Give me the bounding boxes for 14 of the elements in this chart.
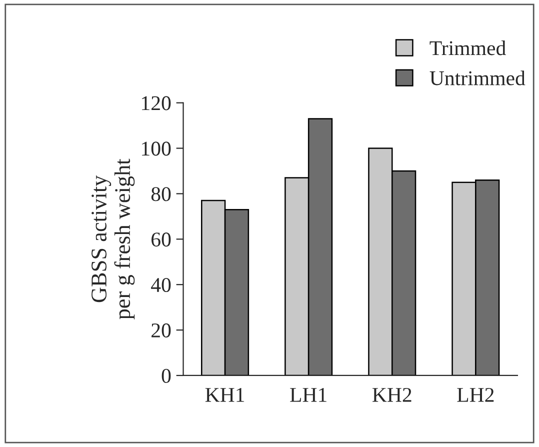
x-tick-label: KH1 xyxy=(205,388,244,402)
y-tick-label: 0 xyxy=(162,368,171,383)
x-tick-label: LH1 xyxy=(290,388,326,402)
y-axis-title: GBSS activity per g fresh weight xyxy=(92,158,135,320)
y-tick-label: 40 xyxy=(151,278,171,292)
y-tick-label: 120 xyxy=(142,96,171,110)
x-tick-label: LH2 xyxy=(457,388,494,402)
legend-label: Trimmed xyxy=(430,40,506,56)
y-tick-label: 80 xyxy=(151,187,171,202)
x-tick-label: KH2 xyxy=(372,388,412,402)
legend-label: Untrimmed xyxy=(430,70,526,86)
y-tick-label: 60 xyxy=(152,232,171,247)
y-tick-label: 100 xyxy=(142,142,171,156)
y-tick-label: 20 xyxy=(152,323,171,338)
